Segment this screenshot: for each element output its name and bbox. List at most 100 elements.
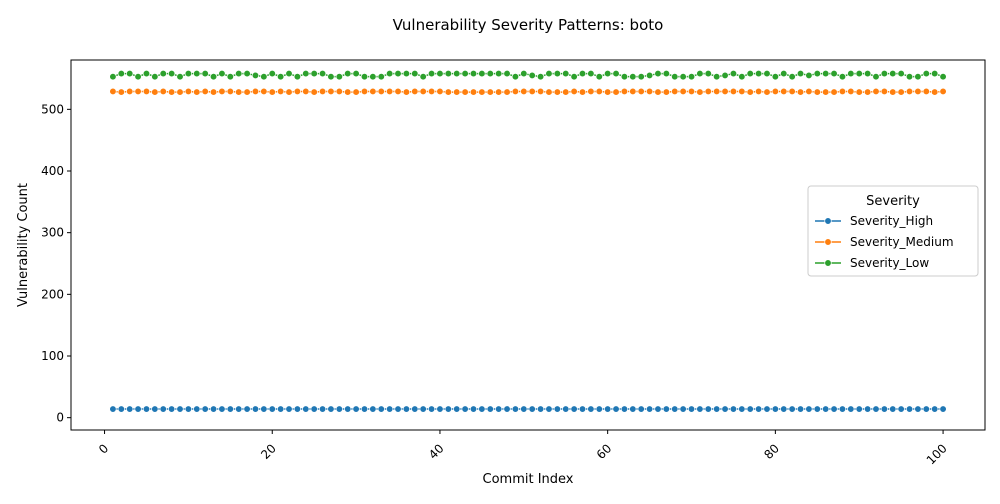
data-point-severity-high (243, 405, 251, 413)
data-point-severity-low (335, 72, 343, 81)
data-point-severity-low (805, 71, 813, 80)
data-point-severity-low (117, 69, 125, 78)
data-point-severity-high (159, 405, 167, 413)
data-point-severity-high (939, 405, 947, 413)
data-point-severity-high (528, 405, 536, 413)
y-axis-label: Vulnerability Count (16, 183, 31, 307)
data-point-severity-medium (687, 87, 696, 96)
data-point-severity-medium (285, 88, 293, 96)
data-point-severity-low (126, 69, 134, 78)
data-point-severity-medium (729, 87, 738, 96)
data-point-severity-high (310, 405, 318, 413)
data-point-severity-medium (461, 88, 469, 96)
series-layer (109, 69, 947, 413)
y-tick-label: 500 (41, 102, 64, 116)
data-point-severity-medium (863, 88, 872, 96)
data-point-severity-medium (914, 87, 922, 96)
x-tick-label: 20 (258, 441, 279, 462)
data-point-severity-low (520, 69, 528, 78)
data-point-severity-medium (796, 88, 805, 96)
data-point-severity-low (889, 69, 897, 78)
data-point-severity-high (436, 405, 444, 413)
data-point-severity-low (260, 72, 268, 81)
data-point-severity-low (218, 69, 226, 78)
data-point-severity-medium (645, 87, 654, 96)
data-point-severity-low (671, 72, 679, 81)
data-point-severity-medium (318, 87, 327, 96)
data-point-severity-medium (855, 88, 863, 96)
data-point-severity-high (931, 405, 939, 413)
data-point-severity-high (788, 405, 796, 413)
data-point-severity-low (746, 69, 754, 78)
data-point-severity-low (880, 69, 889, 78)
data-point-severity-high (352, 405, 360, 413)
data-point-severity-medium (604, 88, 612, 96)
data-point-severity-low (251, 71, 260, 80)
data-point-severity-high (385, 405, 394, 413)
data-point-severity-high (318, 405, 327, 413)
data-point-severity-low (629, 72, 637, 81)
data-point-severity-high (612, 405, 620, 413)
data-point-severity-high (780, 405, 788, 413)
data-point-severity-medium (344, 88, 352, 96)
data-point-severity-low (763, 69, 771, 78)
data-point-severity-medium (838, 87, 847, 96)
data-point-severity-medium (536, 87, 545, 96)
data-point-severity-high (738, 405, 746, 413)
data-point-severity-medium (385, 87, 394, 96)
data-point-severity-medium (704, 87, 712, 96)
data-point-severity-low (503, 69, 511, 78)
data-point-severity-low (754, 69, 763, 78)
data-point-severity-low (612, 69, 620, 78)
data-point-severity-low (654, 69, 662, 78)
data-point-severity-medium (520, 87, 528, 96)
data-point-severity-medium (570, 87, 578, 96)
x-tick-label: 0 (96, 441, 111, 456)
data-point-severity-high (260, 405, 268, 413)
y-tick-label: 300 (41, 226, 64, 240)
data-point-severity-low (352, 69, 360, 78)
data-point-severity-low (855, 69, 863, 78)
data-point-severity-high (662, 405, 671, 413)
data-point-severity-medium (486, 88, 494, 96)
data-point-severity-medium (302, 87, 310, 96)
data-point-severity-high (604, 405, 612, 413)
legend-items: Severity_High Severity_Medium Severity_Low (815, 214, 954, 270)
data-point-severity-low (562, 69, 570, 78)
data-point-severity-low (444, 69, 452, 78)
data-point-severity-high (369, 405, 377, 413)
data-point-severity-high (444, 405, 452, 413)
data-point-severity-medium (696, 88, 704, 96)
data-point-severity-high (805, 405, 813, 413)
data-point-severity-low (637, 72, 645, 81)
plot-area (70, 59, 986, 431)
data-point-severity-medium (880, 87, 889, 96)
data-point-severity-medium (151, 88, 159, 96)
data-point-severity-high (285, 405, 293, 413)
data-point-severity-high (696, 405, 704, 413)
data-point-severity-high (553, 405, 561, 413)
data-point-severity-low (897, 69, 905, 78)
data-point-severity-medium (503, 88, 511, 96)
data-point-severity-high (771, 405, 780, 413)
data-point-severity-medium (587, 87, 595, 96)
data-point-severity-medium (620, 87, 629, 96)
data-point-severity-medium (495, 88, 503, 96)
data-point-severity-high (167, 405, 176, 413)
data-point-severity-medium (159, 87, 167, 96)
data-point-severity-high (671, 405, 679, 413)
data-point-severity-low (687, 72, 696, 81)
data-point-severity-high (151, 405, 159, 413)
data-point-severity-high (922, 405, 930, 413)
data-point-severity-high (453, 405, 461, 413)
data-point-severity-low (662, 69, 671, 78)
data-point-severity-medium (260, 87, 268, 96)
data-point-severity-low (159, 69, 167, 78)
data-point-severity-high (645, 405, 654, 413)
data-point-severity-high (235, 405, 243, 413)
data-point-severity-high (578, 405, 587, 413)
data-point-severity-high (126, 405, 134, 413)
data-point-severity-low (176, 72, 184, 81)
data-point-severity-medium (327, 87, 335, 96)
data-point-severity-high (427, 405, 436, 413)
